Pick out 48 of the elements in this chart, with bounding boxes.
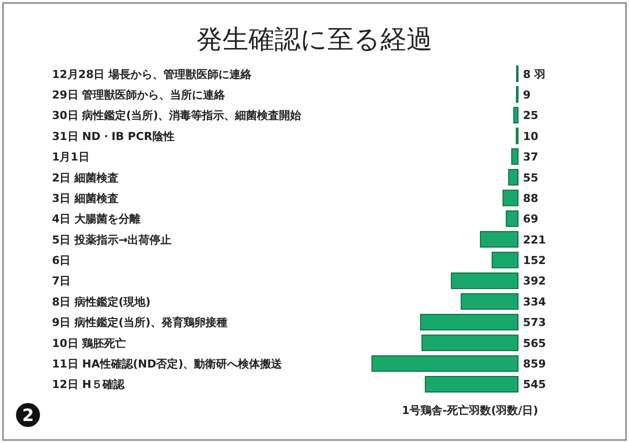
y-tick-label: 31日 ND・IB PCR陰性 bbox=[52, 130, 174, 143]
data-label: 8 羽 bbox=[523, 68, 546, 81]
y-tick-label: 8日 病性鑑定(現地) bbox=[52, 295, 151, 308]
data-label: 221 bbox=[523, 233, 546, 246]
y-tick-label: 2日 細菌検査 bbox=[52, 171, 118, 184]
bar bbox=[460, 293, 518, 310]
bar bbox=[506, 210, 518, 227]
bar bbox=[420, 314, 518, 330]
data-label: 859 bbox=[523, 358, 546, 371]
data-label: 565 bbox=[523, 336, 546, 350]
data-label: 55 bbox=[523, 171, 538, 184]
y-tick-label: 7日 bbox=[52, 274, 71, 288]
data-label: 69 bbox=[523, 212, 538, 226]
y-tick-label: 30日 病性鑑定(当所)、消毒等指示、細菌検査開始 bbox=[52, 109, 302, 122]
bar bbox=[450, 272, 518, 290]
y-tick-label: 12日 H５確認 bbox=[52, 378, 126, 392]
data-label: 334 bbox=[523, 295, 546, 308]
y-tick-label: 6日 bbox=[52, 254, 71, 268]
data-label: 545 bbox=[523, 378, 546, 392]
x-axis-title: 1号鶏舎-死亡羽数(羽数/日) bbox=[402, 404, 538, 417]
data-label: 9 bbox=[523, 88, 531, 102]
bar bbox=[511, 148, 518, 165]
bar bbox=[513, 106, 518, 124]
bar bbox=[424, 376, 518, 392]
data-label: 392 bbox=[523, 274, 546, 288]
data-label: 37 bbox=[523, 150, 538, 164]
bar bbox=[480, 231, 518, 248]
y-tick-label: 4日 大腸菌を分離 bbox=[52, 212, 140, 226]
y-tick-label: 12月28日 場長から、管理獣医師に連絡 bbox=[52, 68, 252, 81]
data-label: 88 bbox=[523, 192, 538, 205]
y-tick-label: 3日 細菌検査 bbox=[52, 192, 118, 205]
y-tick-label: 29日 管理獣医師から、当所に連絡 bbox=[52, 88, 226, 102]
bar bbox=[372, 355, 518, 372]
data-label: 10 bbox=[523, 130, 539, 143]
y-tick-label: 5日 投薬指示→出荷停止 bbox=[52, 233, 172, 246]
bar bbox=[492, 252, 518, 268]
chart-title: 発生確認に至る経過 bbox=[196, 25, 432, 55]
y-tick-label: 1月1日 bbox=[52, 150, 90, 164]
y-tick-label: 10日 鶏胚死亡 bbox=[52, 336, 126, 350]
bar bbox=[508, 168, 518, 186]
data-label: 152 bbox=[523, 254, 546, 268]
text: 2 bbox=[22, 406, 34, 426]
y-tick-label: 9日 病性鑑定(当所)、発育鶏卵接種 bbox=[52, 316, 228, 330]
bar bbox=[421, 334, 518, 352]
bar bbox=[502, 190, 518, 206]
y-tick-label: 11日 HA性確認(ND否定)、動衛研へ検体搬送 bbox=[52, 358, 284, 371]
data-label: 25 bbox=[523, 109, 538, 122]
data-label: 573 bbox=[523, 316, 546, 330]
